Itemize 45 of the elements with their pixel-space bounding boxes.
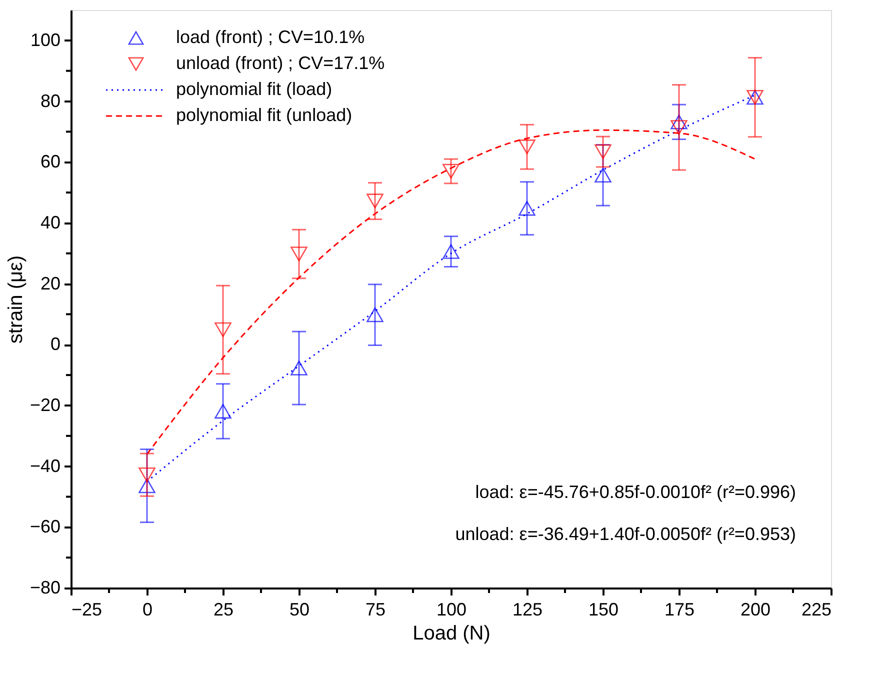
y-tick-label: 20 xyxy=(40,273,60,294)
y-tick-label: 100 xyxy=(30,30,60,50)
y-tick-label: 0 xyxy=(50,334,60,354)
point xyxy=(594,168,612,183)
x-tick-label: 100 xyxy=(436,600,467,620)
point xyxy=(290,360,308,376)
x-tick-label: 125 xyxy=(512,600,543,620)
point xyxy=(518,200,536,216)
point xyxy=(594,144,612,160)
y-tick-label: 80 xyxy=(40,90,60,111)
x-tick-label: 150 xyxy=(588,600,619,620)
y-tick-label: 40 xyxy=(40,212,60,232)
point xyxy=(670,114,688,130)
annotation: load: ε=-45.76+0.85f-0.0010f² (r²=0.996) xyxy=(475,482,796,502)
y-tick-label: −60 xyxy=(30,516,60,537)
y-axis-title: strain (με) xyxy=(4,255,27,344)
y-tick-label: 60 xyxy=(40,152,60,172)
point xyxy=(366,194,384,208)
x-tick-label: −25 xyxy=(72,600,102,620)
point xyxy=(518,140,536,154)
point xyxy=(214,322,232,338)
point xyxy=(442,164,460,179)
x-axis-title: Load (N) xyxy=(412,622,490,644)
annotation: unload: ε=-36.49+1.40f-0.0050f² (r²=0.953) xyxy=(455,524,796,544)
x-tick-label: 225 xyxy=(801,600,832,620)
y-tick-label: −20 xyxy=(30,394,60,415)
point xyxy=(290,246,308,262)
point xyxy=(138,478,156,494)
point xyxy=(670,120,688,135)
x-tick-label: 175 xyxy=(664,600,695,620)
point xyxy=(138,467,156,482)
point xyxy=(442,244,460,259)
legend-label: polynomial fit (load) xyxy=(176,79,332,99)
x-tick-label: 25 xyxy=(213,600,234,620)
legend-label: load (front) ; CV=10.1% xyxy=(176,27,365,47)
y-tick-label: −40 xyxy=(30,456,60,476)
x-tick-label: 200 xyxy=(740,600,771,620)
point xyxy=(366,307,384,322)
legend-label: polynomial fit (unload) xyxy=(176,105,352,125)
x-tick-label: 0 xyxy=(142,600,153,620)
x-tick-label: 75 xyxy=(365,600,386,620)
y-tick-label: −80 xyxy=(30,578,60,598)
point xyxy=(214,404,232,419)
legend-label: unload (front) ; CV=17.1% xyxy=(176,53,385,73)
x-tick-label: 50 xyxy=(289,600,310,620)
